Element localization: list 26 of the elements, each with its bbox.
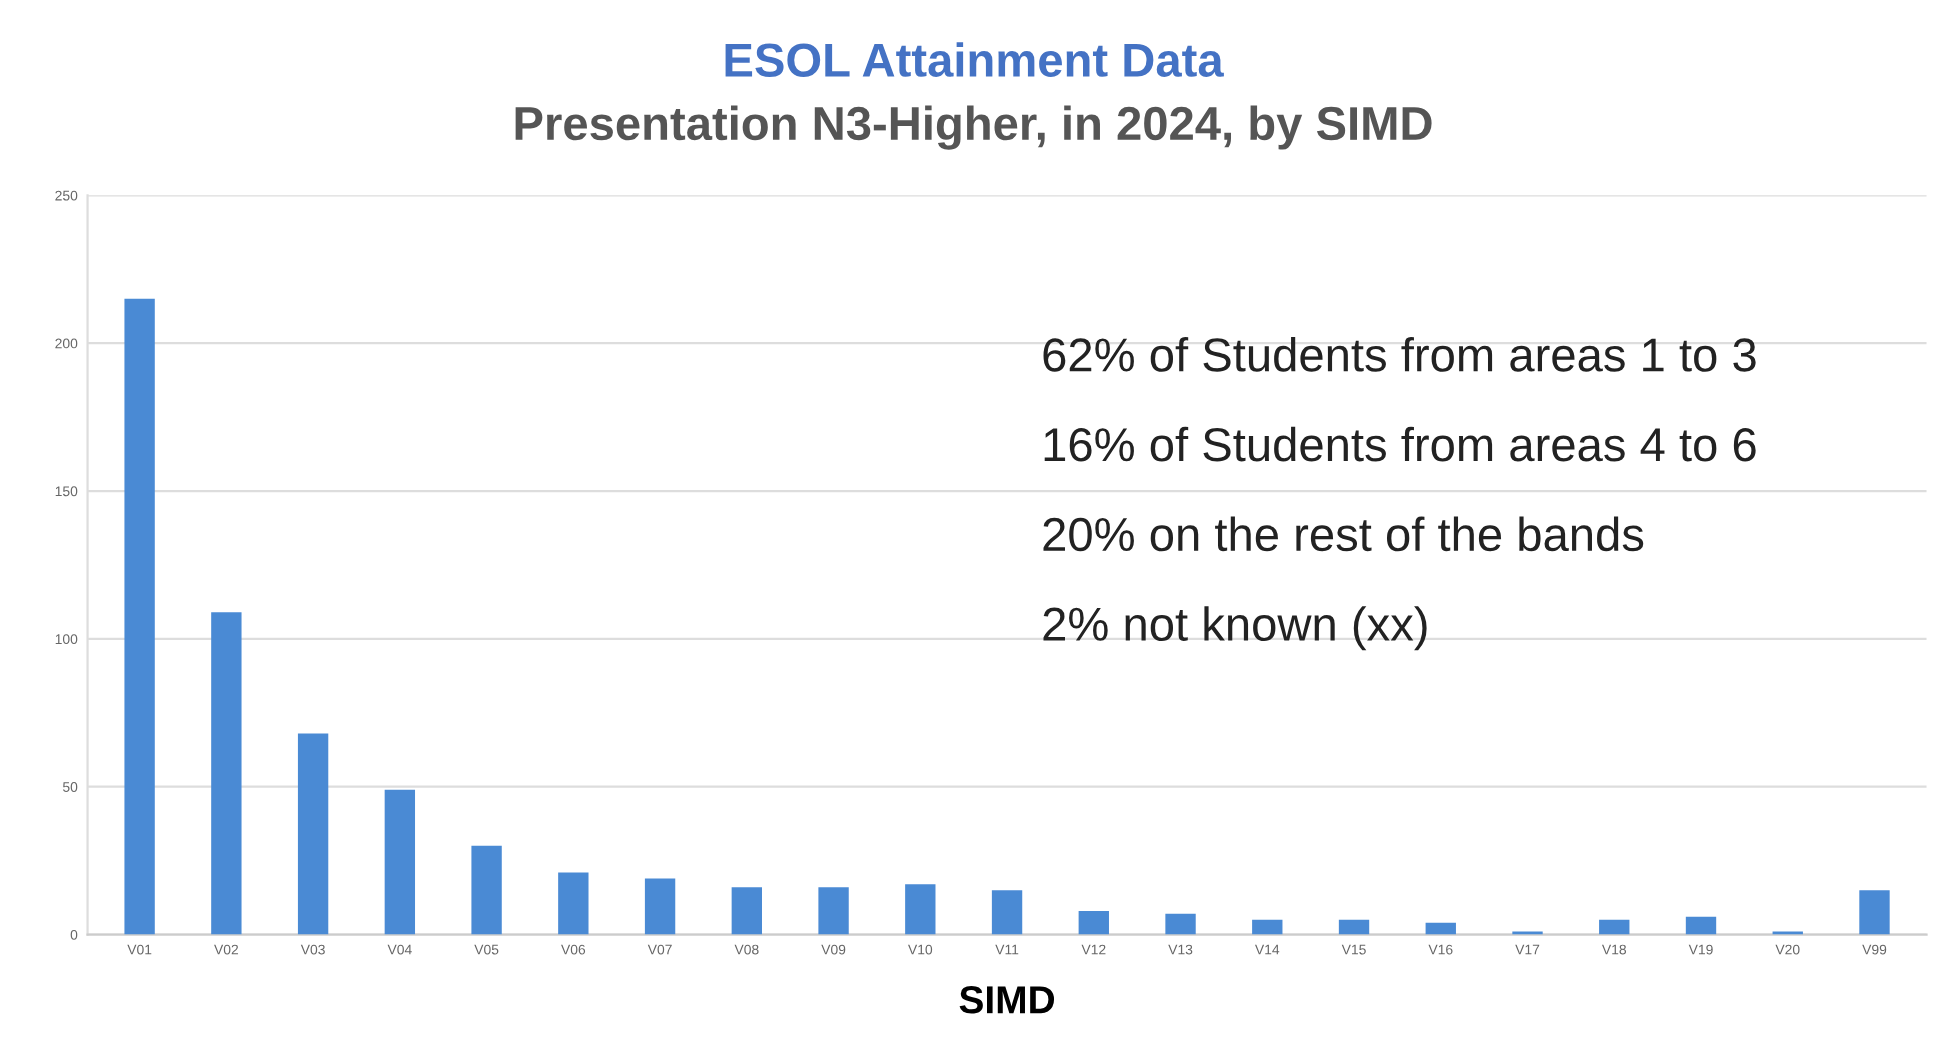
bar (384, 789, 416, 935)
annotation: 62% of Students from areas 1 to 3 (1043, 337, 1756, 372)
bar (731, 887, 762, 935)
chart-subtitle: Presentation N3-Higher, in 2024, by SIMD (515, 105, 1432, 150)
bar (1252, 919, 1283, 935)
x-axis-title: SIMD (959, 986, 1055, 1014)
bar (124, 298, 155, 935)
bar (1165, 913, 1196, 935)
bar (297, 733, 329, 935)
bar (1078, 910, 1109, 935)
bar (211, 612, 242, 935)
bar (471, 845, 502, 935)
bar (991, 890, 1023, 935)
bar (558, 872, 589, 935)
bar (1685, 916, 1717, 935)
annotation: 20% on the rest of the bands (1043, 516, 1644, 552)
annotation: 2% not known (xx) (1043, 606, 1427, 651)
bar (905, 884, 936, 935)
bar (1338, 919, 1370, 935)
bar (1859, 890, 1890, 935)
annotation: 16% of Students from areas 4 to 6 (1044, 426, 1756, 462)
bar (818, 887, 849, 935)
chart-title: ESOL Attainment Data (725, 42, 1224, 77)
bar (644, 878, 676, 935)
bar (1425, 922, 1456, 935)
bar (1599, 919, 1630, 935)
